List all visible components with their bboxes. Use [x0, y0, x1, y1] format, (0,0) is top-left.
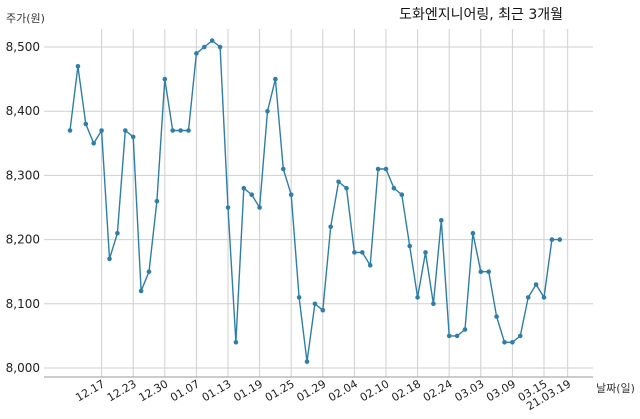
y-tick-label: 8,300 — [6, 168, 40, 182]
data-point — [375, 166, 381, 172]
x-axis-unit-label: 날짜(일) — [596, 381, 635, 395]
x-tick-label: 02.10 — [358, 377, 392, 404]
data-point — [162, 76, 168, 82]
data-point — [502, 340, 507, 345]
data-point — [186, 128, 191, 133]
data-point — [249, 192, 254, 197]
data-point — [273, 76, 278, 82]
grid-lines — [44, 29, 593, 377]
data-point — [123, 128, 128, 133]
x-tick-label: 01.07 — [168, 377, 202, 404]
data-point — [99, 128, 104, 133]
data-point — [209, 38, 215, 43]
y-tick-label: 8,500 — [6, 40, 40, 54]
data-point — [470, 230, 476, 236]
data-point — [170, 128, 175, 133]
data-point — [399, 192, 405, 197]
x-tick-label: 03.03 — [453, 377, 487, 404]
data-point — [194, 51, 199, 56]
data-point — [75, 64, 81, 69]
data-point — [265, 108, 270, 114]
x-tick-label: 03.09 — [484, 377, 518, 404]
data-point — [281, 166, 286, 172]
y-tick-label: 8,200 — [6, 233, 40, 247]
x-tick-label: 02.24 — [421, 377, 455, 404]
data-point — [304, 359, 310, 364]
data-point — [115, 230, 120, 236]
y-axis-ticks: 8,000 8,100 8,200 8,300 8,400 8,500 — [6, 40, 40, 375]
data-point — [383, 166, 389, 172]
data-point — [486, 269, 492, 275]
data-point — [541, 295, 547, 300]
data-point — [67, 128, 73, 133]
x-tick-label: 01.25 — [263, 377, 297, 404]
price-series-points — [67, 38, 563, 364]
data-point — [217, 44, 223, 50]
data-point — [83, 121, 89, 127]
data-point — [296, 295, 302, 300]
data-point — [360, 250, 365, 255]
data-point — [415, 295, 420, 300]
data-point — [154, 198, 160, 204]
chart-title: 도화엔지니어링, 최근 3개월 — [399, 7, 563, 23]
data-point — [202, 44, 207, 50]
data-point — [344, 185, 349, 191]
data-point — [288, 192, 294, 197]
x-axis-ticks: 12.1712.2312.3001.0701.1301.1901.2501.29… — [73, 377, 573, 413]
data-point — [533, 282, 539, 287]
data-point — [146, 269, 152, 275]
x-tick-label: 01.19 — [231, 377, 265, 404]
data-point — [518, 333, 523, 339]
y-axis-unit-label: 주가(원) — [6, 12, 45, 25]
data-point — [91, 141, 96, 146]
data-point — [557, 237, 563, 242]
data-point — [431, 301, 436, 307]
data-point — [336, 179, 341, 185]
data-point — [225, 205, 231, 210]
data-point — [391, 185, 397, 191]
data-point — [549, 237, 555, 242]
x-tick-label: 12.23 — [105, 377, 139, 404]
data-point — [478, 269, 484, 275]
data-point — [454, 333, 460, 339]
data-point — [446, 333, 452, 339]
data-point — [439, 218, 444, 223]
data-point — [328, 224, 334, 230]
data-point — [407, 243, 413, 249]
data-point — [257, 205, 262, 210]
data-point — [367, 263, 373, 268]
data-point — [233, 340, 239, 345]
data-point — [107, 256, 112, 262]
data-point — [494, 314, 499, 319]
x-tick-label: 12.17 — [73, 377, 107, 404]
data-point — [312, 301, 318, 307]
data-point — [130, 134, 136, 140]
y-tick-label: 8,100 — [6, 297, 40, 311]
y-tick-label: 8,000 — [6, 361, 40, 375]
data-point — [462, 327, 468, 332]
x-tick-label: 01.29 — [295, 377, 329, 404]
data-point — [178, 128, 183, 133]
data-point — [352, 250, 357, 255]
data-point — [510, 340, 515, 345]
data-point — [320, 307, 326, 313]
data-point — [423, 250, 428, 255]
x-tick-label: 01.13 — [200, 377, 234, 404]
x-tick-label: 02.18 — [389, 377, 423, 404]
price-series-line — [69, 39, 560, 362]
x-tick-label: 12.30 — [137, 377, 171, 404]
data-point — [241, 185, 247, 191]
data-point — [525, 295, 531, 300]
data-point — [138, 288, 144, 294]
y-tick-label: 8,400 — [6, 104, 40, 118]
x-tick-label: 02.04 — [326, 377, 360, 404]
